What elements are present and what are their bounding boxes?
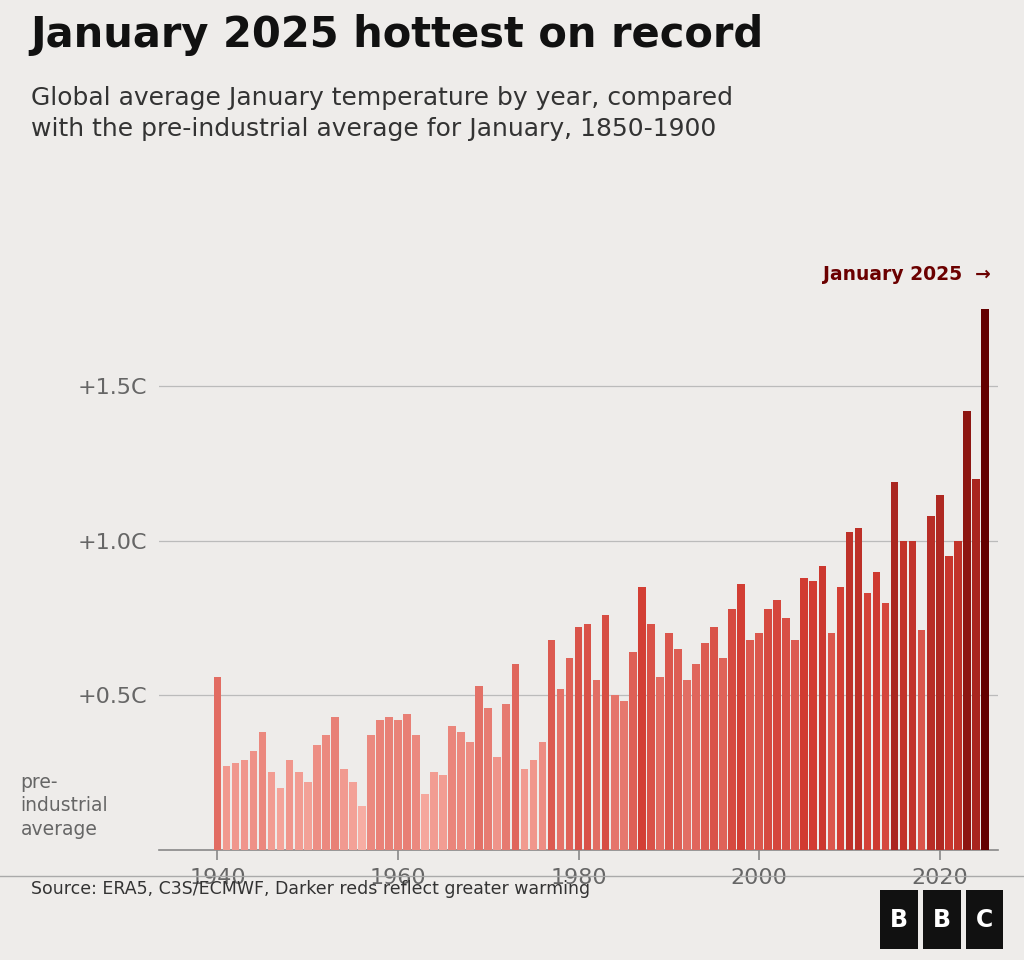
Bar <box>692 664 699 850</box>
Bar <box>908 540 916 850</box>
Bar <box>313 745 321 850</box>
Bar <box>548 639 555 850</box>
Bar <box>430 773 438 850</box>
Bar <box>656 677 664 850</box>
Bar <box>782 618 791 850</box>
Bar <box>574 627 583 850</box>
Text: B: B <box>933 908 950 931</box>
Bar <box>520 769 528 850</box>
Bar <box>214 677 221 850</box>
Bar <box>936 494 943 850</box>
Bar <box>367 735 375 850</box>
Text: C: C <box>976 908 993 931</box>
Bar <box>304 781 311 850</box>
Bar <box>376 720 384 850</box>
Bar <box>923 890 961 949</box>
Bar <box>891 482 898 850</box>
Bar <box>674 649 682 850</box>
Bar <box>665 634 673 850</box>
Bar <box>827 634 836 850</box>
Bar <box>945 556 952 850</box>
Bar <box>539 741 546 850</box>
Bar <box>837 588 844 850</box>
Bar <box>981 309 989 850</box>
Bar <box>295 773 302 850</box>
Bar <box>250 751 257 850</box>
Bar <box>918 631 926 850</box>
Bar <box>846 532 853 850</box>
Bar <box>503 705 510 850</box>
Bar <box>565 659 573 850</box>
Bar <box>611 695 618 850</box>
Bar <box>927 516 935 850</box>
Text: B: B <box>890 908 908 931</box>
Bar <box>638 588 645 850</box>
Bar <box>737 584 744 850</box>
Bar <box>449 726 456 850</box>
Bar <box>711 627 718 850</box>
Bar <box>728 609 736 850</box>
Bar <box>584 624 592 850</box>
Text: January 2025  →: January 2025 → <box>822 265 990 284</box>
Bar <box>466 741 474 850</box>
Bar <box>222 766 230 850</box>
Bar <box>385 717 393 850</box>
Bar <box>394 720 401 850</box>
Bar <box>882 603 890 850</box>
Bar <box>764 609 772 850</box>
Text: January 2025 hottest on record: January 2025 hottest on record <box>31 14 764 57</box>
Bar <box>267 773 275 850</box>
Bar <box>881 890 918 949</box>
Bar <box>701 643 709 850</box>
Bar <box>900 540 907 850</box>
Bar <box>241 760 249 850</box>
Bar <box>872 572 881 850</box>
Bar <box>512 664 519 850</box>
Bar <box>331 717 339 850</box>
Bar <box>340 769 347 850</box>
Bar <box>972 479 980 850</box>
Bar <box>602 615 609 850</box>
Text: Source: ERA5, C3S/ECMWF, Darker reds reflect greater warming: Source: ERA5, C3S/ECMWF, Darker reds ref… <box>31 880 590 899</box>
Bar <box>792 639 799 850</box>
Bar <box>963 411 971 850</box>
Bar <box>413 735 420 850</box>
Bar <box>629 652 637 850</box>
Bar <box>756 634 763 850</box>
Text: pre-
industrial
average: pre- industrial average <box>20 773 109 839</box>
Bar <box>818 565 826 850</box>
Bar <box>475 686 483 850</box>
Bar <box>484 708 493 850</box>
Bar <box>259 732 266 850</box>
Bar <box>349 781 356 850</box>
Bar <box>966 890 1004 949</box>
Bar <box>494 757 501 850</box>
Bar <box>403 713 411 850</box>
Bar <box>683 680 691 850</box>
Bar <box>458 732 465 850</box>
Bar <box>746 639 754 850</box>
Bar <box>358 806 366 850</box>
Bar <box>557 689 564 850</box>
Bar <box>810 581 817 850</box>
Bar <box>801 578 808 850</box>
Bar <box>529 760 538 850</box>
Bar <box>439 776 446 850</box>
Bar <box>276 788 285 850</box>
Bar <box>322 735 330 850</box>
Bar <box>593 680 600 850</box>
Text: Global average January temperature by year, compared
with the pre-industrial ave: Global average January temperature by ye… <box>31 86 733 141</box>
Bar <box>286 760 294 850</box>
Bar <box>421 794 429 850</box>
Bar <box>954 540 962 850</box>
Bar <box>231 763 240 850</box>
Bar <box>773 599 781 850</box>
Bar <box>719 659 727 850</box>
Bar <box>620 702 628 850</box>
Bar <box>855 529 862 850</box>
Bar <box>863 593 871 850</box>
Bar <box>647 624 654 850</box>
